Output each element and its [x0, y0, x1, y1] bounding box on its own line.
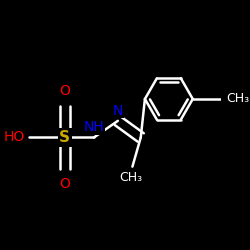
- Text: N: N: [113, 104, 123, 118]
- Text: NH: NH: [84, 120, 104, 134]
- Text: CH₃: CH₃: [226, 92, 249, 106]
- Text: HO: HO: [4, 130, 25, 144]
- Text: CH₃: CH₃: [119, 171, 142, 184]
- Text: O: O: [59, 84, 70, 98]
- Text: O: O: [59, 177, 70, 191]
- Text: S: S: [59, 130, 70, 145]
